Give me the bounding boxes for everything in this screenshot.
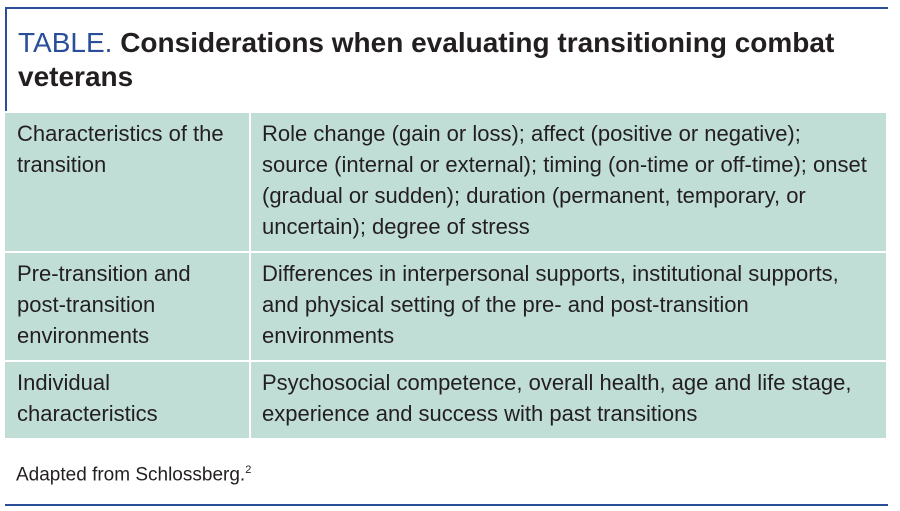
table-body: Characteristics of the transition Role ch… [5, 113, 886, 438]
header: TABLE. Considerations when evaluating tr… [18, 26, 858, 94]
footnote: Adapted from Schlossberg.2 [16, 464, 251, 486]
row-description: Psychosocial competence, overall health,… [250, 360, 886, 438]
table-label: TABLE. [18, 27, 113, 58]
top-rule [5, 7, 888, 9]
table-title: Considerations when evaluating transitio… [18, 27, 835, 92]
row-heading: Pre-transition and post-transition envir… [5, 251, 251, 361]
row-description: Differences in interpersonal supports, i… [250, 251, 886, 361]
table-row: Pre-transition and post-transition envir… [5, 251, 886, 361]
row-heading: Individual characteristics [5, 360, 251, 438]
footnote-text: Adapted from Schlossberg. [16, 464, 246, 486]
table-row: Characteristics of the transition Role ch… [5, 113, 886, 252]
footnote-ref: 2 [245, 464, 252, 476]
row-description: Role change (gain or loss); affect (posi… [250, 113, 886, 252]
bottom-rule [5, 504, 888, 506]
left-rule [5, 7, 7, 111]
row-heading: Characteristics of the transition [5, 113, 251, 252]
table: Characteristics of the transition Role ch… [5, 113, 886, 438]
table-row: Individual characteristics Psychosocial c… [5, 360, 886, 438]
